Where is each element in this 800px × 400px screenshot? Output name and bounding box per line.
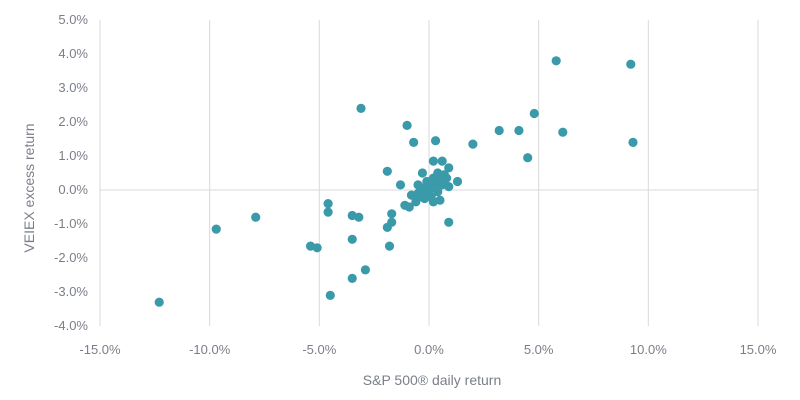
data-point	[441, 173, 452, 183]
data-points	[154, 56, 638, 307]
data-point	[382, 166, 392, 176]
data-point	[433, 187, 443, 197]
data-point	[360, 265, 370, 275]
data-point	[387, 217, 397, 227]
data-point	[551, 56, 561, 66]
data-point	[404, 202, 414, 212]
data-point	[529, 108, 539, 119]
y-tick-label: -2.0%	[54, 250, 88, 265]
data-point	[211, 224, 221, 234]
data-point	[428, 156, 438, 166]
x-tick-labels: -15.0% -10.0% -5.0% 0.0% 5.0% 10.0% 15.0%	[79, 342, 776, 357]
y-tick-label: 3.0%	[58, 80, 88, 95]
data-point	[402, 120, 412, 130]
y-tick-label: -1.0%	[54, 216, 88, 231]
data-point	[323, 207, 333, 217]
y-axis-title: VEIEX excess return	[21, 123, 37, 252]
data-point	[437, 156, 447, 166]
data-point	[356, 103, 366, 113]
data-point	[514, 125, 524, 136]
x-tick-label: -10.0%	[189, 342, 231, 357]
data-point	[409, 137, 419, 147]
x-tick-label: -15.0%	[79, 342, 121, 357]
data-point	[395, 180, 406, 190]
x-tick-label: 0.0%	[414, 342, 444, 357]
y-tick-labels: 5.0% 4.0% 3.0% 2.0% 1.0% 0.0% -1.0% -2.0% -3.0% -…	[54, 12, 88, 333]
data-point	[628, 137, 638, 147]
x-tick-label: 10.0%	[630, 342, 667, 357]
x-tick-label: 5.0%	[524, 342, 554, 357]
gridlines	[99, 20, 759, 326]
y-tick-label: 2.0%	[58, 114, 88, 129]
data-point	[417, 168, 428, 178]
x-tick-label: 15.0%	[740, 342, 777, 357]
y-tick-label: 4.0%	[58, 46, 88, 61]
data-point	[251, 212, 261, 222]
data-point	[347, 273, 357, 283]
y-tick-label: 0.0%	[58, 182, 88, 197]
data-point	[444, 163, 454, 173]
data-point	[347, 234, 357, 244]
data-point	[323, 199, 333, 209]
data-point	[444, 182, 454, 192]
data-point	[430, 136, 441, 146]
data-point	[494, 125, 504, 136]
data-point	[468, 139, 478, 149]
data-point	[387, 209, 397, 219]
data-point	[312, 243, 322, 253]
data-point	[154, 297, 164, 307]
data-point	[523, 153, 533, 163]
data-point	[626, 59, 636, 69]
y-tick-label: 1.0%	[58, 148, 88, 163]
x-tick-label: -5.0%	[302, 342, 336, 357]
data-point	[354, 212, 364, 222]
data-point	[444, 217, 454, 227]
y-tick-label: -4.0%	[54, 318, 88, 333]
y-tick-label: -3.0%	[54, 284, 88, 299]
x-axis-title: S&P 500® daily return	[363, 372, 501, 388]
y-tick-label: 5.0%	[58, 12, 88, 27]
data-point	[325, 290, 335, 300]
data-point	[435, 195, 445, 205]
data-point	[452, 176, 463, 187]
data-point	[558, 127, 568, 137]
data-point	[384, 241, 395, 251]
